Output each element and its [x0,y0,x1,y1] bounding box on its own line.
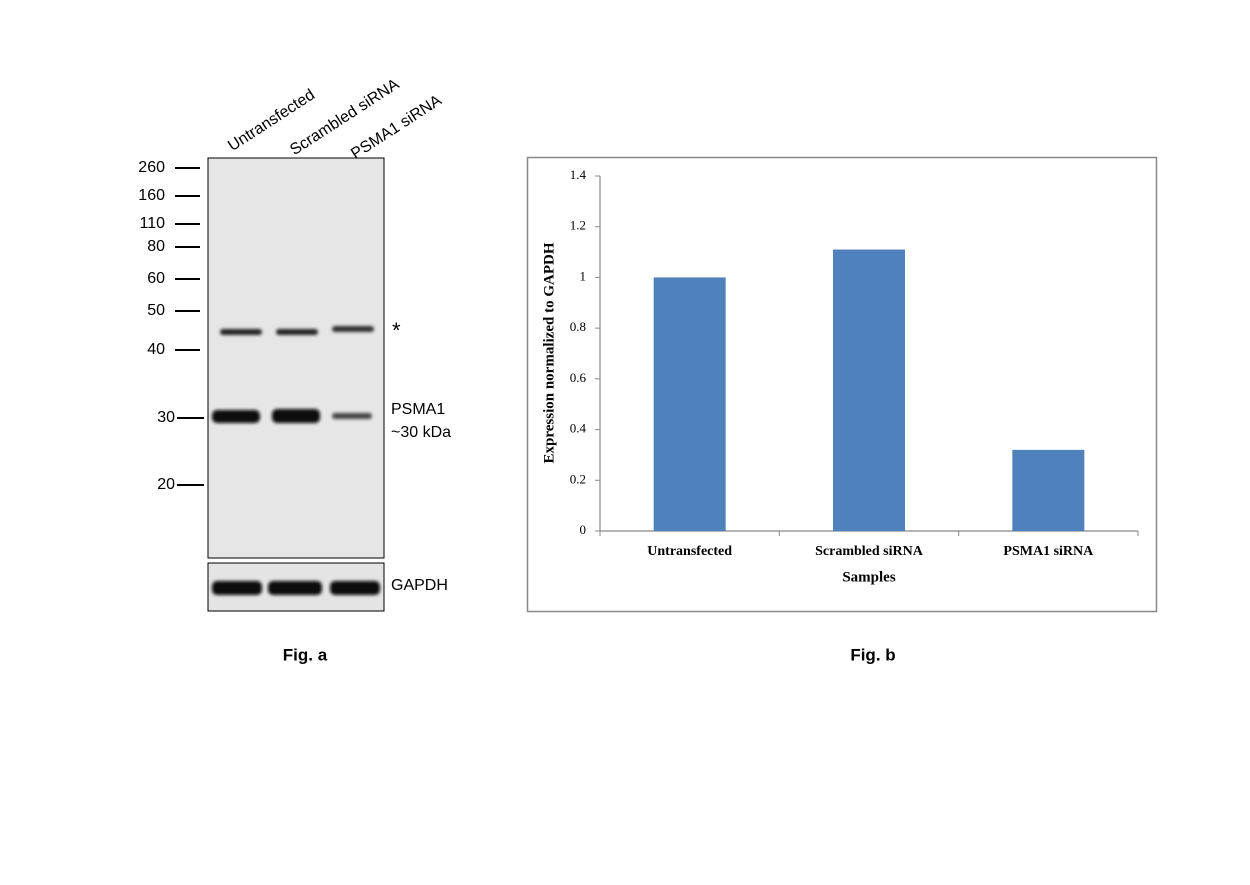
x-tick-label: PSMA1 siRNA [1003,544,1094,559]
y-axis-title: Expression normalized to GAPDH [541,242,557,463]
bands [212,326,380,595]
y-tick-label: 0.6 [570,370,587,385]
y-tick-label: 1.4 [570,167,587,182]
marker-label: 110 [139,215,165,232]
band [268,581,322,595]
band [276,329,318,335]
band [220,329,262,335]
band [212,410,260,423]
marker-label: 20 [157,476,175,493]
marker-label: 80 [147,238,165,255]
band [332,326,374,332]
marker-label: 60 [147,270,165,287]
band [332,413,372,419]
bar [1012,449,1085,531]
caption: Fig. b [850,645,895,664]
band [330,581,380,595]
y-tick-label: 0.4 [570,421,587,436]
marker-label: 30 [157,409,175,426]
x-tick-label: Untransfected [647,544,732,559]
marker-label: 260 [138,159,165,176]
marker-label: 160 [138,187,165,204]
band [272,409,320,423]
bar [833,249,905,532]
y-tick-label: 1 [580,268,587,283]
x-tick-label: Scrambled siRNA [815,544,924,559]
loading-control-label: GAPDH [391,577,448,594]
x-axis-title: Samples [842,569,896,585]
target-size: ~30 kDa [391,424,451,441]
y-tick-label: 0 [580,522,587,537]
chart-frame [526,156,1158,613]
bar-chart: 0 0.2 0.4 0.6 0.8 1 1.2 1.4 Untransfected Scrambl… [570,167,1139,559]
bar [653,277,726,531]
marker-label: 40 [147,341,165,358]
marker-ladder: 260 160 110 80 60 50 40 30 20 [138,159,204,493]
caption: Fig. a [283,645,328,664]
marker-label: 50 [147,302,165,319]
blot-membrane [207,157,385,559]
band [212,581,262,595]
target-label: PSMA1 [391,401,445,418]
y-tick-label: 0.2 [570,471,586,486]
nonspecific-band-mark: * [392,318,401,343]
y-tick-label: 1.2 [570,218,586,233]
y-tick-label: 0.8 [570,319,586,334]
